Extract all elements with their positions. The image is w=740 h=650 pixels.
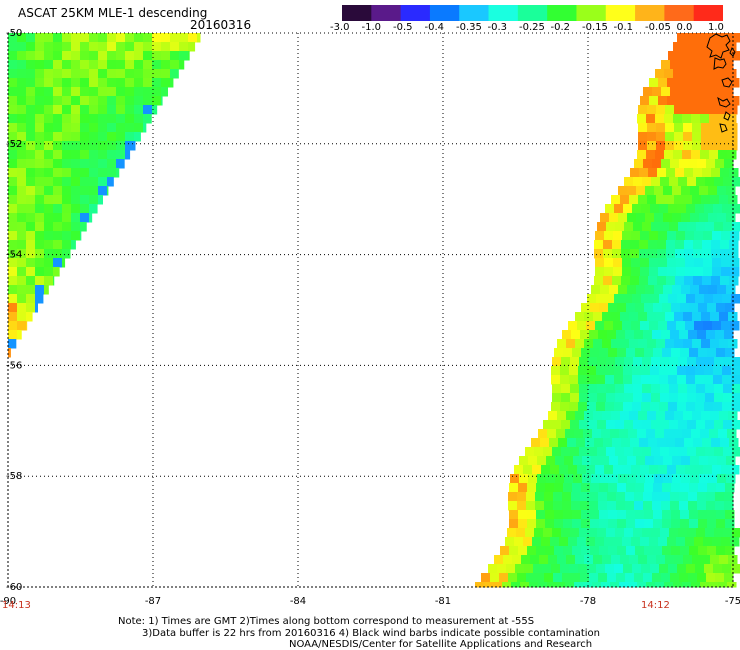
lon-label: -81 bbox=[435, 596, 451, 607]
colorbar-label: -0.1 bbox=[613, 22, 634, 33]
colorbar-label: 0.0 bbox=[676, 22, 693, 33]
lat-label: -56 bbox=[6, 360, 22, 371]
colorbar-label: -0.15 bbox=[582, 22, 608, 33]
time-right: 14:12 bbox=[641, 600, 670, 611]
note-line-1: Note: 1) Times are GMT 2)Times along bot… bbox=[118, 616, 535, 627]
lon-label: -90 bbox=[0, 596, 16, 607]
lat-label: -52 bbox=[6, 139, 22, 150]
colorbar-swatch bbox=[488, 5, 519, 21]
swath-left bbox=[8, 33, 201, 358]
colorbar-label: -0.2 bbox=[550, 22, 571, 33]
colorbar-labels: -3.0 -1.0 -0.5 -0.4 -0.35 -0.3 -0.25 -0.2 -0.15-… bbox=[330, 22, 740, 36]
lat-label: -54 bbox=[6, 250, 22, 261]
colorbar-swatch bbox=[371, 5, 402, 21]
colorbar-label: -0.25 bbox=[519, 22, 545, 33]
colorbar-label: 1.0 bbox=[708, 22, 724, 33]
time-left: 14:13 bbox=[2, 600, 31, 611]
colorbar-swatch bbox=[635, 5, 665, 21]
lon-label: -87 bbox=[145, 596, 161, 607]
colorbar-swatch bbox=[664, 5, 695, 21]
colorbar-label: -0.4 bbox=[424, 22, 445, 33]
coastline bbox=[706, 33, 736, 133]
colorbar-swatch bbox=[459, 5, 490, 21]
lat-label: -60 bbox=[6, 582, 22, 593]
lon-label: -78 bbox=[580, 596, 596, 607]
lon-label: -84 bbox=[290, 596, 306, 607]
swath-right bbox=[475, 33, 740, 588]
colorbar-label: -3.0 bbox=[330, 22, 350, 33]
note-line-2: 3)Data buffer is 22 hrs from 20160316 4)… bbox=[142, 628, 600, 639]
colorbar-swatch bbox=[342, 5, 372, 21]
axis-labels: -90 -87 -84 -81 -78 -75 -50 -52 -54 -56 -58 -60 bbox=[0, 28, 740, 607]
colorbar-swatch bbox=[517, 5, 548, 21]
lat-label: -58 bbox=[6, 471, 22, 482]
colorbar-swatch bbox=[576, 5, 607, 21]
colorbar-label: -0.5 bbox=[393, 22, 413, 33]
colorbar-swatch bbox=[429, 5, 460, 21]
colorbar-swatch bbox=[547, 5, 578, 21]
lon-label: -75 bbox=[725, 596, 740, 607]
colorbar-label: -0.05 bbox=[645, 22, 671, 33]
colorbar-swatch bbox=[693, 5, 723, 21]
lat-label: -50 bbox=[6, 28, 22, 39]
colorbar-label: -0.35 bbox=[456, 22, 482, 33]
map-date: 20160316 bbox=[190, 18, 252, 32]
lat-lon-grid bbox=[7, 32, 734, 588]
map-title: ASCAT 25KM MLE-1 descending bbox=[18, 6, 208, 20]
colorbar-label: -1.0 bbox=[361, 22, 382, 33]
note-line-3: NOAA/NESDIS/Center for Satellite Applica… bbox=[289, 639, 593, 650]
colorbar-swatch bbox=[605, 5, 636, 21]
colorbar bbox=[342, 5, 723, 21]
colorbar-label: -0.3 bbox=[487, 22, 508, 33]
colorbar-swatch bbox=[400, 5, 431, 21]
